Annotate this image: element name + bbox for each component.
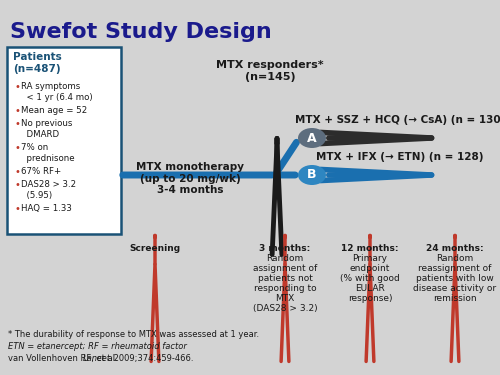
Text: 12 months:: 12 months: (341, 244, 399, 253)
Text: •: • (14, 119, 20, 129)
Text: reassignment of: reassignment of (418, 264, 492, 273)
Text: 24 months:: 24 months: (426, 244, 484, 253)
Text: disease activity or: disease activity or (414, 284, 496, 293)
Text: Primary: Primary (352, 254, 388, 263)
Text: A: A (307, 132, 317, 144)
Text: * The durability of response to MTX was assessed at 1 year.: * The durability of response to MTX was … (8, 330, 259, 339)
Text: patients with low: patients with low (416, 274, 494, 283)
Text: patients not: patients not (258, 274, 312, 283)
Text: •: • (14, 167, 20, 177)
Text: •: • (14, 204, 20, 214)
Text: •: • (14, 143, 20, 153)
Text: MTX monotherapy
(up to 20 mg/wk)
3-4 months: MTX monotherapy (up to 20 mg/wk) 3-4 mon… (136, 162, 244, 195)
Text: MTX: MTX (276, 294, 294, 303)
Text: 2009;374:459-466.: 2009;374:459-466. (111, 354, 194, 363)
Text: Patients
(n=487): Patients (n=487) (13, 52, 62, 74)
Text: DAS28 > 3.2
  (5.95): DAS28 > 3.2 (5.95) (21, 180, 76, 200)
Text: MTX + IFX (→ ETN) (n = 128): MTX + IFX (→ ETN) (n = 128) (316, 152, 484, 162)
Text: responding to: responding to (254, 284, 316, 293)
FancyBboxPatch shape (7, 47, 121, 234)
Text: 7% on
  prednisone: 7% on prednisone (21, 143, 74, 163)
Text: (DAS28 > 3.2): (DAS28 > 3.2) (252, 304, 318, 313)
Text: •: • (14, 106, 20, 116)
Text: Lancet.: Lancet. (83, 354, 114, 363)
Text: Random: Random (436, 254, 474, 263)
Text: remission: remission (433, 294, 477, 303)
Text: EULAR: EULAR (355, 284, 385, 293)
Ellipse shape (298, 128, 326, 148)
Text: (% with good: (% with good (340, 274, 400, 283)
Text: •: • (14, 82, 20, 92)
Text: RA symptoms
  < 1 yr (6.4 mo): RA symptoms < 1 yr (6.4 mo) (21, 82, 92, 102)
Text: van Vollenhoven RF, et al.: van Vollenhoven RF, et al. (8, 354, 120, 363)
Text: 3 months:: 3 months: (260, 244, 310, 253)
Text: assignment of: assignment of (253, 264, 317, 273)
Text: •: • (14, 180, 20, 190)
Text: Swefot Study Design: Swefot Study Design (10, 22, 272, 42)
Text: MTX responders*
(n=145): MTX responders* (n=145) (216, 60, 324, 82)
Text: B: B (307, 168, 317, 182)
Text: Screening: Screening (130, 244, 180, 253)
Text: MTX + SSZ + HCQ (→ CsA) (n = 130): MTX + SSZ + HCQ (→ CsA) (n = 130) (295, 115, 500, 125)
Text: No previous
  DMARD: No previous DMARD (21, 119, 72, 139)
Text: ETN = etanercept; RF = rheumatoid factor: ETN = etanercept; RF = rheumatoid factor (8, 342, 187, 351)
Text: HAQ = 1.33: HAQ = 1.33 (21, 204, 72, 213)
Text: 67% RF+: 67% RF+ (21, 167, 61, 176)
Text: Random: Random (266, 254, 304, 263)
Text: endpoint: endpoint (350, 264, 390, 273)
Text: Mean age = 52: Mean age = 52 (21, 106, 87, 115)
Ellipse shape (298, 165, 326, 185)
Text: response): response) (348, 294, 392, 303)
